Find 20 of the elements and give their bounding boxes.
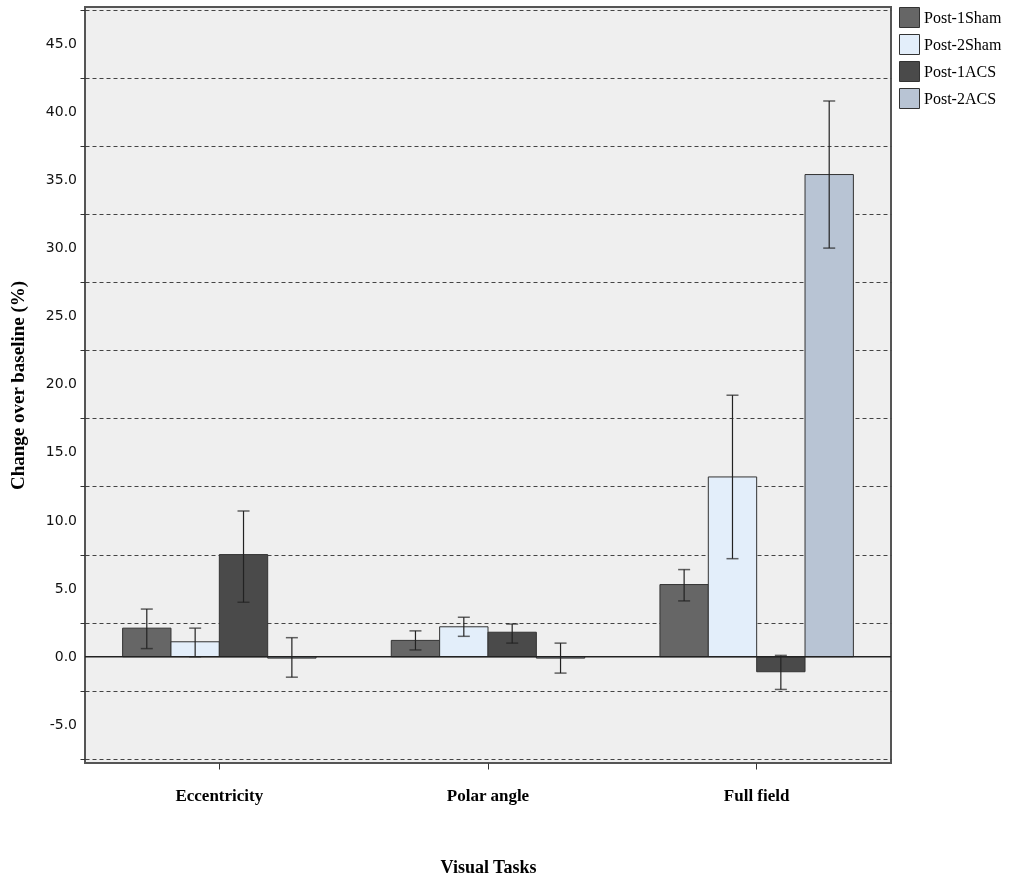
y-axis-title: Change over baseline (%) [7, 280, 29, 491]
y-tick-label: 25.0 [45, 307, 77, 324]
legend-label: Post-2ACS [924, 89, 997, 107]
y-tick-label: 40.0 [45, 102, 77, 119]
legend-label: Post-1Sham [924, 8, 1002, 26]
y-tick-label: 20.0 [45, 375, 77, 392]
x-tick-label: Eccentricity [175, 785, 264, 805]
legend-label: Post-1ACS [924, 62, 997, 80]
y-tick-label: 5.0 [54, 579, 77, 596]
y-tick-label: 0.0 [54, 647, 77, 664]
x-tick-label: Polar angle [446, 785, 530, 805]
legend-label: Post-2Sham [924, 35, 1002, 53]
y-tick-label: 10.0 [45, 511, 77, 528]
y-tick-label: 15.0 [45, 443, 77, 460]
x-tick-label: Full field [723, 785, 791, 805]
y-tick-label: -5.0 [49, 715, 77, 732]
x-axis-title: Visual Tasks [440, 856, 537, 877]
y-tick-label: 35.0 [45, 170, 77, 187]
y-tick-label: 30.0 [45, 239, 77, 256]
y-tick-label: 45.0 [45, 34, 77, 51]
